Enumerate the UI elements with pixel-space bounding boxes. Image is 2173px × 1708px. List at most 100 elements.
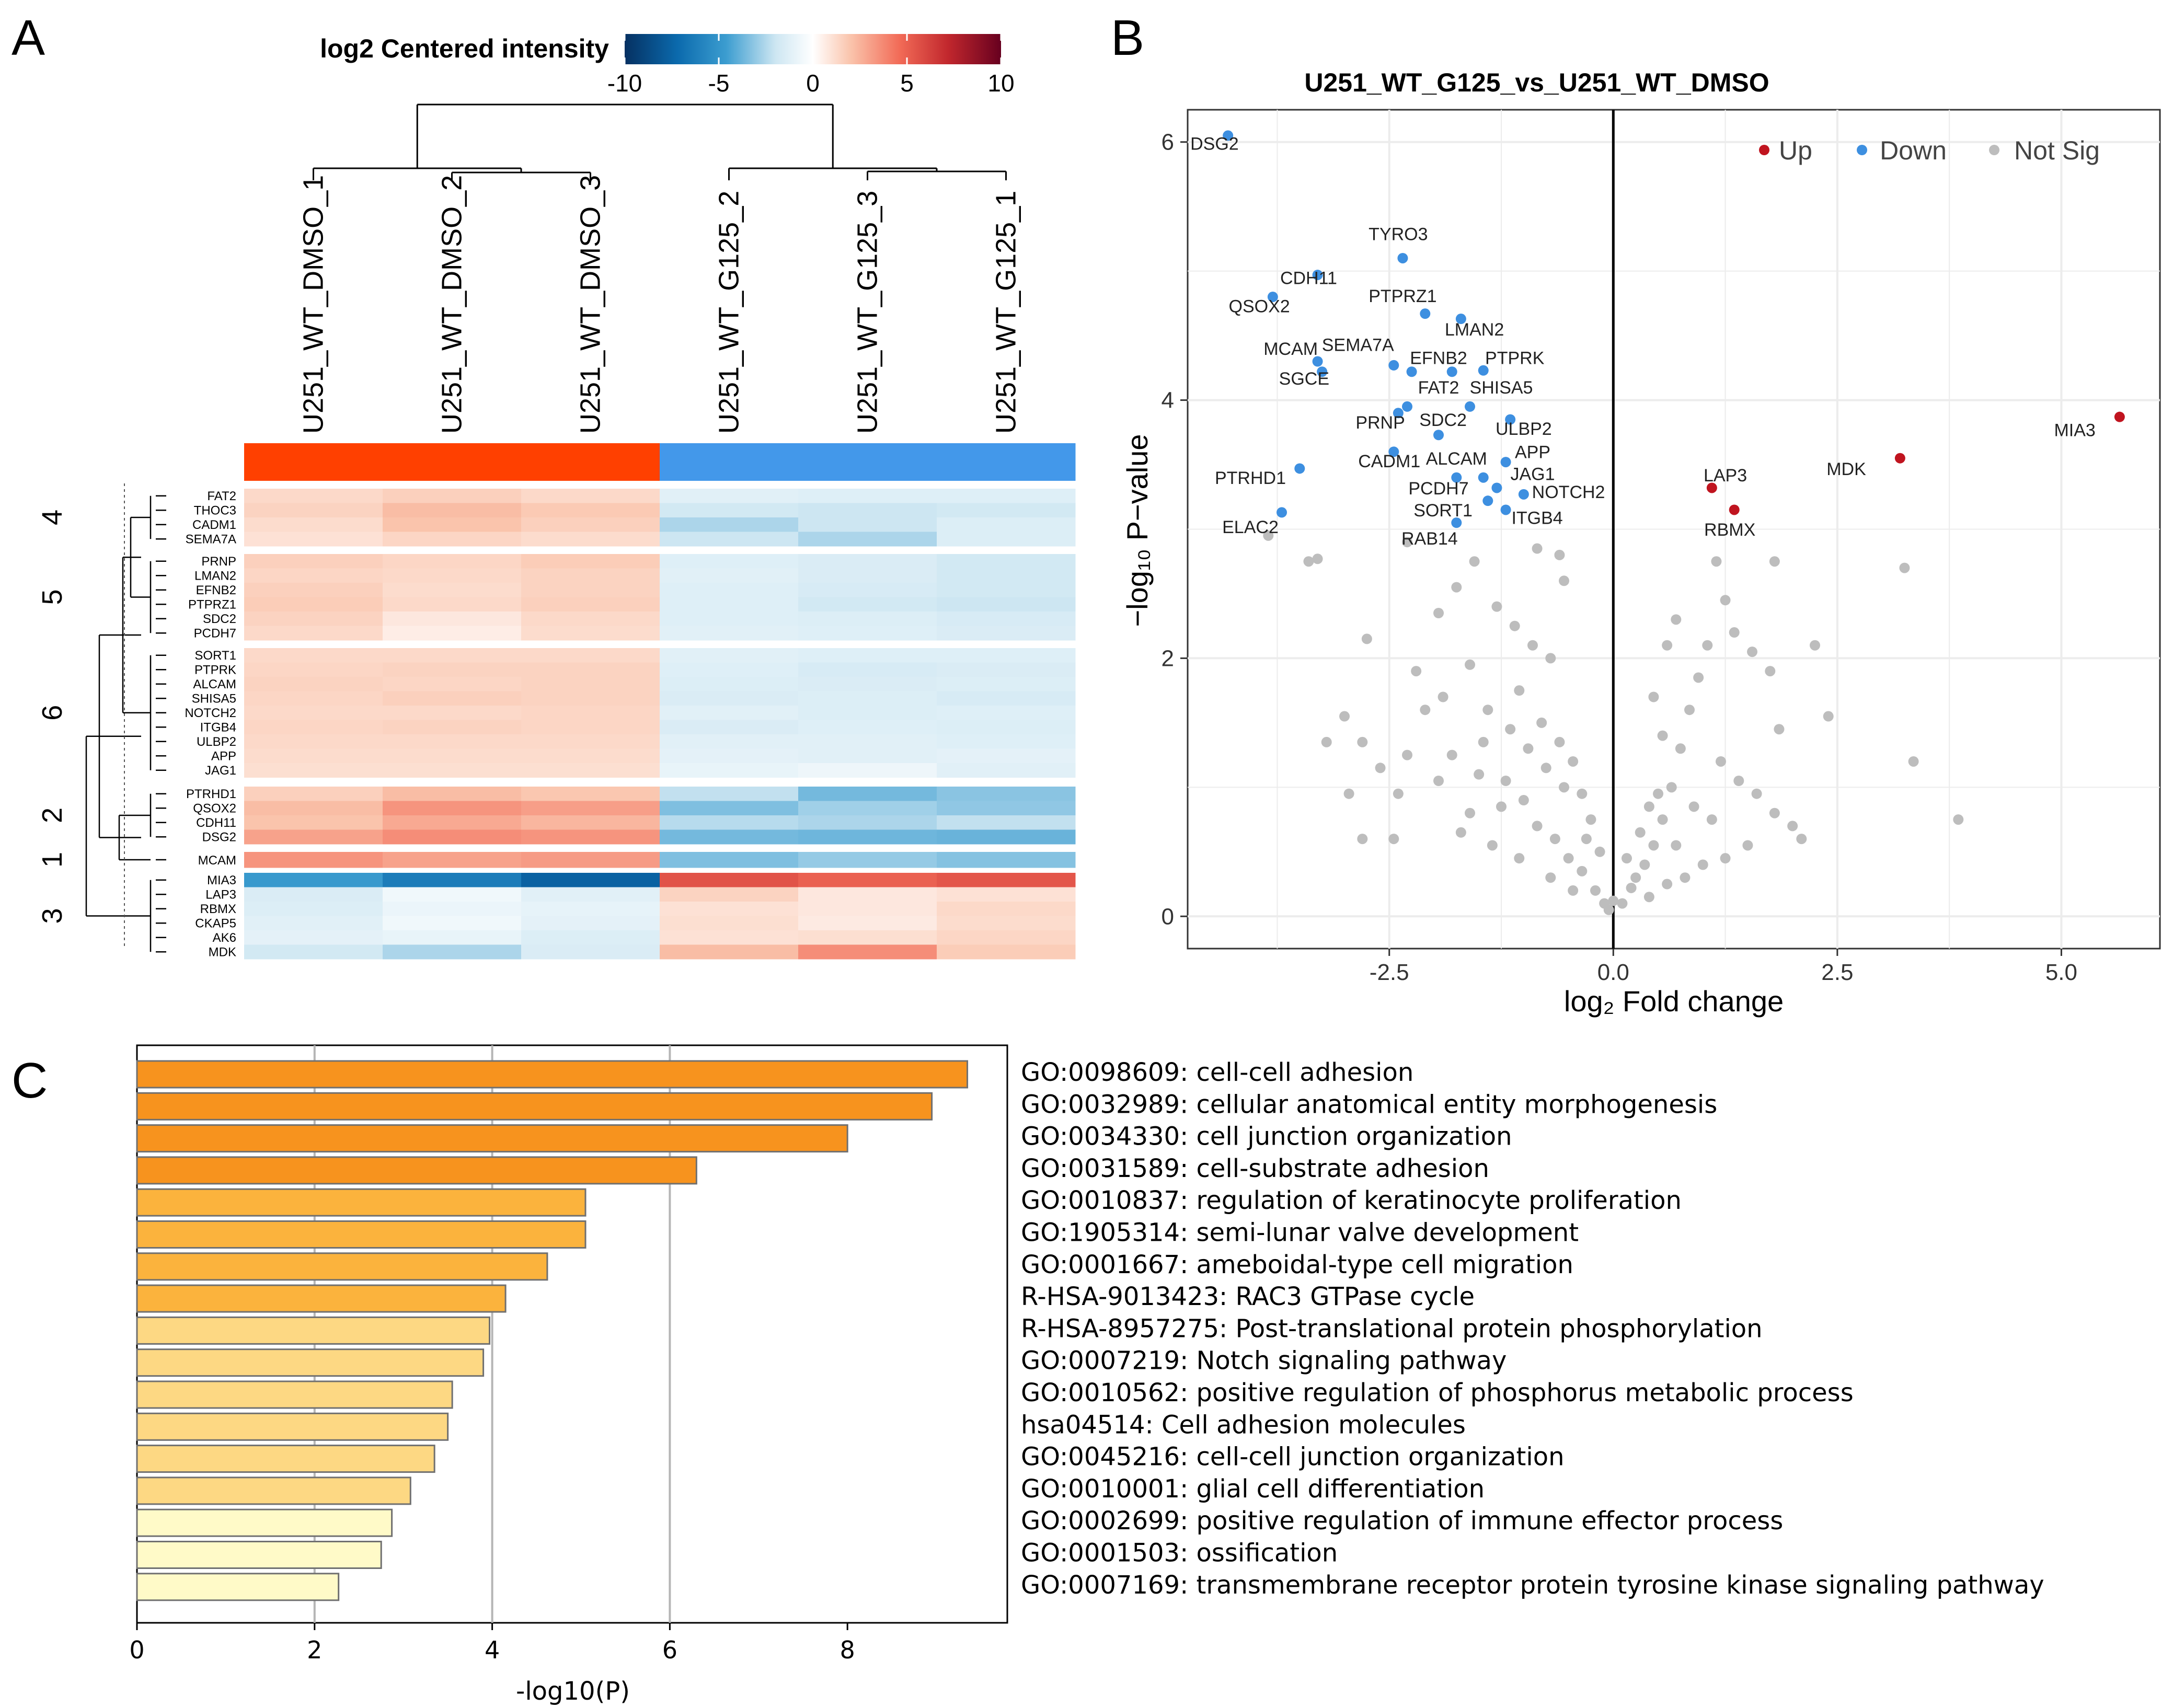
heatmap-cell (383, 852, 522, 868)
heatmap-row-label: PCDH7 (194, 627, 236, 641)
heatmap-cell (937, 873, 1076, 887)
heatmap-row-label: SEMA7A (186, 533, 236, 547)
heatmap-cell (937, 583, 1076, 597)
enrichment-bar (136, 1188, 587, 1217)
volcano-gene-label: SORT1 (1413, 501, 1473, 521)
volcano-point-not-sig (1585, 814, 1596, 825)
heatmap-cell (798, 517, 937, 532)
heatmap-cell (383, 887, 522, 902)
volcano-point-not-sig (1514, 853, 1525, 864)
heatmap-row-label: LMAN2 (194, 569, 236, 583)
heatmap-row-label: PRNP (201, 555, 236, 569)
colorbar-tick-label: 10 (987, 70, 1014, 97)
heatmap-cell (244, 626, 383, 641)
column-group-cell (383, 443, 522, 481)
heatmap-cell (383, 916, 522, 931)
enrichment-x-axis: 0 2 4 6 8 (129, 1623, 855, 1664)
volcano-point-not-sig (1680, 872, 1691, 883)
volcano-gene-label: QSOX2 (1229, 297, 1290, 317)
heatmap-cell (244, 720, 383, 735)
enrichment-term-label: GO:0010837: regulation of keratinocyte p… (1021, 1186, 1682, 1215)
volcano-point-not-sig (1671, 614, 1682, 625)
heatmap-cell (383, 648, 522, 663)
volcano-point-not-sig (1559, 782, 1569, 793)
heatmap-cell (521, 916, 660, 931)
enrichment-term-label: GO:1905314: semi-lunar valve development (1021, 1218, 1579, 1248)
panel-label-a: A (12, 10, 45, 66)
volcano-point-not-sig (1568, 885, 1579, 896)
heatmap-cell (798, 944, 937, 960)
legend-notsig-marker (1989, 145, 1999, 155)
heatmap-cell (521, 677, 660, 691)
enrichment-x-tick-label: 4 (485, 1636, 500, 1664)
heatmap-cell (798, 787, 937, 801)
heatmap-cell (660, 532, 799, 547)
heatmap-row-label: SDC2 (203, 612, 236, 626)
legend-up-label: Up (1779, 136, 1812, 165)
heatmap-cell (798, 852, 937, 868)
volcano-point-down (1277, 507, 1287, 518)
heatmap-cell (937, 648, 1076, 663)
volcano-point-not-sig (1622, 853, 1632, 864)
volcano-point-not-sig (1648, 840, 1659, 851)
heatmap-cell (383, 677, 522, 691)
heatmap-cell (798, 815, 937, 830)
volcano-point-down (1294, 463, 1305, 474)
volcano-point-not-sig (1796, 834, 1807, 845)
heatmap-panel: log2 Centered intensity -10 -5 0 5 10 U251_W… (37, 34, 1076, 960)
heatmap-cell (244, 815, 383, 830)
volcano-gene-label: SEMA7A (1322, 336, 1394, 355)
enrichment-term-label: GO:0010562: positive regulation of phosp… (1021, 1378, 1854, 1407)
volcano-point-down (1505, 414, 1516, 425)
heatmap-cell (798, 611, 937, 626)
heatmap-cell (937, 763, 1076, 778)
heatmap-cell (937, 944, 1076, 960)
volcano-point-not-sig (1688, 801, 1699, 812)
heatmap-cell (798, 902, 937, 916)
heatmap-cell (521, 583, 660, 597)
heatmap-cell (244, 648, 383, 663)
colorbar-ticks: -10 -5 0 5 10 (607, 34, 1015, 97)
heatmap-row-label: APP (211, 749, 236, 764)
heatmap-cell (244, 873, 383, 887)
volcano-y-tick-label: 2 (1162, 645, 1174, 671)
volcano-point-not-sig (1411, 666, 1422, 677)
volcano-y-axis-label: −log₁₀ P−value (1121, 434, 1154, 627)
cluster-label: 5 (37, 589, 68, 605)
heatmap-cell (521, 648, 660, 663)
volcano-point-not-sig (1666, 782, 1677, 793)
volcano-point-not-sig (1662, 879, 1673, 890)
heatmap-cell (937, 662, 1076, 677)
column-group-cell (798, 443, 937, 481)
volcano-point-not-sig (1518, 795, 1529, 806)
heatmap-cell (244, 763, 383, 778)
volcano-point-not-sig (1433, 776, 1444, 786)
heatmap-cell (521, 706, 660, 720)
heatmap-cell (660, 734, 799, 749)
panel-label-c: C (12, 1053, 48, 1109)
enrichment-bar (136, 1060, 969, 1089)
heatmap-cell (244, 916, 383, 931)
heatmap-cell (798, 677, 937, 691)
colorbar-tick-label: 5 (900, 70, 914, 97)
volcano-point-not-sig (1545, 653, 1556, 664)
heatmap-row-label: JAG1 (205, 764, 236, 778)
volcano-gene-label: LMAN2 (1445, 320, 1504, 340)
heatmap-cell (798, 503, 937, 518)
heatmap-cell (660, 517, 799, 532)
heatmap-cell (244, 517, 383, 532)
enrichment-term-label: GO:0001667: ameboidal-type cell migratio… (1021, 1250, 1573, 1279)
heatmap-cell (244, 583, 383, 597)
volcano-point-down (1397, 252, 1408, 263)
heatmap-row-label: MIA3 (207, 873, 236, 887)
volcano-point-not-sig (1643, 892, 1654, 903)
heatmap-row-label: ITGB4 (200, 721, 236, 735)
volcano-point-not-sig (1402, 749, 1412, 760)
volcano-point-not-sig (1438, 691, 1448, 702)
heatmap-row-label: EFNB2 (196, 583, 236, 597)
heatmap-cell (521, 554, 660, 569)
heatmap-row-label: ALCAM (193, 677, 236, 691)
heatmap-cell (937, 611, 1076, 626)
